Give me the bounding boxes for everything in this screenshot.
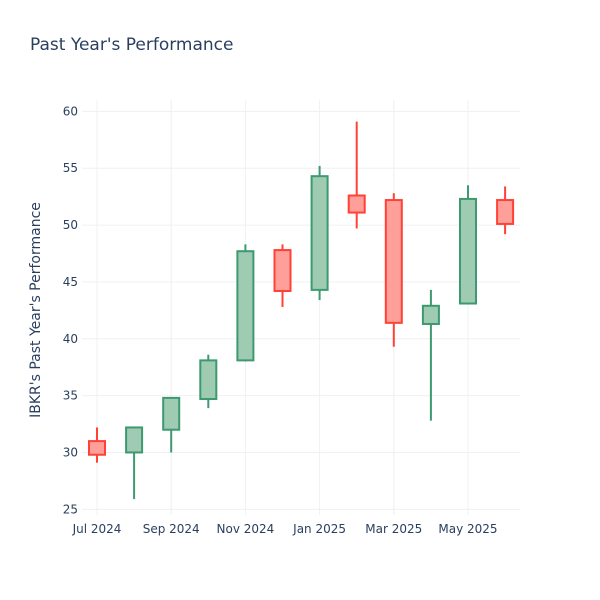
y-tick-label: 45	[63, 275, 78, 289]
candle-body	[125, 426, 144, 454]
candle-body	[384, 199, 403, 324]
x-tick-label: Mar 2025	[365, 522, 422, 536]
candle	[199, 354, 218, 409]
grid	[82, 100, 520, 515]
y-axis-label: IBKR's Past Year's Performance	[28, 202, 44, 418]
x-tick-label: Jan 2025	[292, 522, 346, 536]
candle	[236, 244, 255, 362]
candle	[310, 165, 329, 301]
x-tick-label: Nov 2024	[217, 522, 275, 536]
candle	[88, 427, 106, 463]
y-tick-label: 60	[63, 104, 78, 118]
candle-body	[88, 440, 106, 456]
x-tick-label: Jul 2024	[72, 522, 122, 536]
candles	[88, 121, 515, 500]
candle	[347, 121, 366, 229]
candle-body	[347, 194, 366, 214]
y-tick-label: 55	[63, 161, 78, 175]
y-tick-label: 35	[63, 389, 78, 403]
candle	[273, 244, 292, 307]
chart-title: Past Year's Performance	[30, 35, 234, 55]
candle-body	[496, 199, 515, 225]
candle	[421, 289, 440, 421]
candle-body	[421, 304, 440, 325]
y-axis-ticks: 25 30 35 40 45 50 55 60	[63, 104, 78, 516]
candle-body	[310, 175, 329, 291]
y-tick-label: 40	[63, 332, 78, 346]
candle	[384, 193, 403, 347]
candle	[459, 185, 477, 305]
candle	[162, 396, 181, 453]
y-tick-label: 50	[63, 218, 78, 232]
candle-body	[199, 359, 218, 401]
candle-body	[236, 250, 255, 362]
x-tick-label: May 2025	[438, 522, 497, 536]
x-tick-label: Sep 2024	[143, 522, 200, 536]
candle	[496, 186, 515, 235]
candle-body	[162, 396, 181, 431]
candle	[125, 426, 144, 500]
x-axis-ticks: Jul 2024 Sep 2024 Nov 2024 Jan 2025 Mar 2025…	[72, 522, 498, 536]
candle-body	[459, 197, 477, 305]
y-tick-label: 25	[63, 502, 78, 516]
candle-body	[273, 249, 292, 293]
y-tick-label: 30	[63, 445, 78, 459]
